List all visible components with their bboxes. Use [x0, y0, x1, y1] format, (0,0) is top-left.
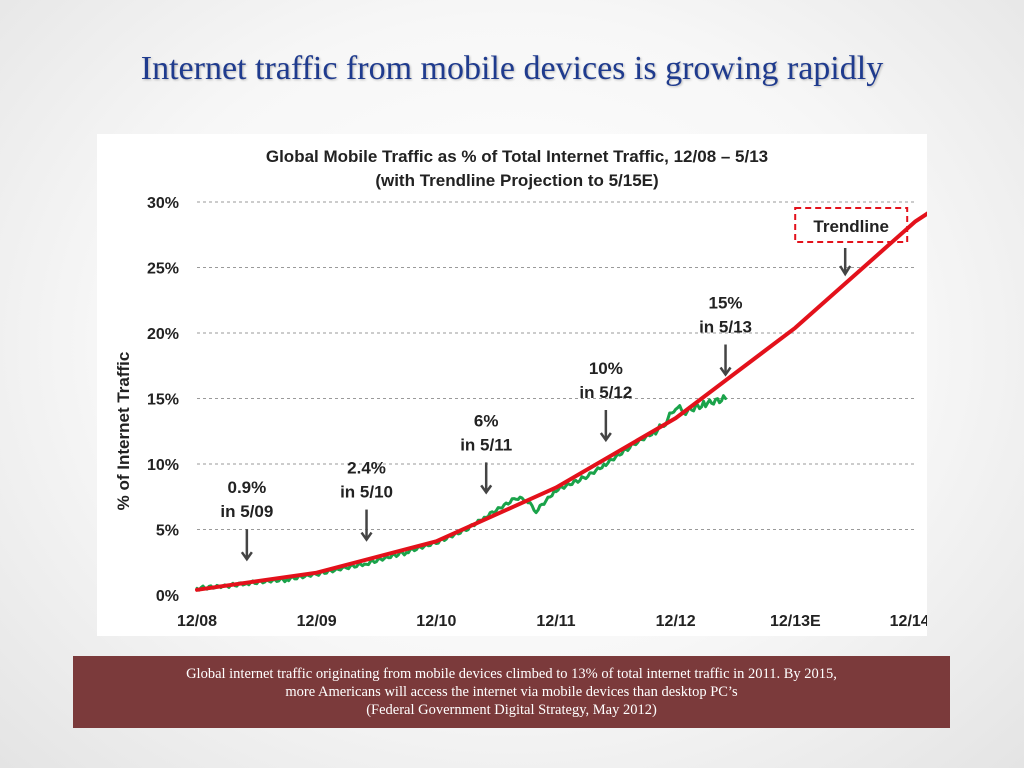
x-tick-label: 12/08: [177, 613, 217, 630]
annotation-label: 0.9%: [227, 478, 266, 497]
trendline-series: [195, 211, 927, 592]
annotation-label: 10%: [589, 359, 623, 378]
arrow-head: [480, 484, 493, 495]
grid-lines: [197, 201, 915, 530]
caption-line-1: Global internet traffic originating from…: [186, 666, 837, 682]
x-tick-label: 12/09: [297, 613, 337, 630]
annotation-label: 15%: [709, 294, 743, 313]
y-tick-label: 0%: [156, 588, 179, 605]
caption-box: Global internet traffic originating from…: [73, 656, 950, 728]
mobile-traffic-series: [195, 394, 727, 592]
y-tick-label: 20%: [147, 326, 179, 343]
annotation-label: 6%: [474, 411, 499, 430]
y-tick-label: 10%: [147, 457, 179, 474]
data-annotation: 0.9% in 5/09: [220, 478, 273, 562]
arrow-head: [360, 531, 373, 542]
y-tick-label: 15%: [147, 392, 179, 409]
mobile-traffic-chart: Global Mobile Traffic as % of Total Inte…: [114, 147, 927, 630]
y-tick-labels: 0% 5% 10% 15% 20% 25% 30%: [147, 195, 179, 605]
annotation-label: in 5/13: [699, 318, 752, 337]
caption-line-3: (Federal Government Digital Strategy, Ma…: [366, 702, 657, 718]
data-annotation: 2.4% in 5/10: [340, 459, 393, 542]
annotations: 0.9% in 5/09 2.4% in 5/10 6% in 5/11 10% in 5/1…: [220, 207, 909, 562]
x-tick-label: 12/12: [656, 613, 696, 630]
x-tick-label: 12/13E: [770, 613, 821, 630]
arrow-head: [240, 551, 253, 562]
annotation-label: in 5/10: [340, 483, 393, 502]
chart-subtitle: (with Trendline Projection to 5/15E): [375, 171, 658, 190]
arrow-head: [599, 432, 612, 443]
chart-title: Global Mobile Traffic as % of Total Inte…: [266, 147, 768, 166]
x-tick-label: 12/14E: [890, 613, 927, 630]
y-axis-label: % of Internet Traffic: [114, 352, 133, 511]
annotation-label: in 5/09: [220, 502, 273, 521]
y-tick-label: 30%: [147, 195, 179, 212]
x-tick-labels: 12/08 12/09 12/10 12/11 12/12 12/13E 12/14E: [177, 613, 927, 630]
arrow-head: [839, 265, 852, 277]
slide-title: Internet traffic from mobile devices is …: [140, 50, 884, 87]
arrow-head: [719, 366, 732, 377]
y-tick-label: 5%: [156, 523, 179, 540]
series-lines: [195, 211, 927, 592]
x-tick-label: 12/11: [536, 613, 575, 630]
data-annotation: 6% in 5/11: [460, 411, 512, 495]
y-tick-label: 25%: [147, 261, 179, 278]
annotation-label: 2.4%: [347, 459, 386, 478]
data-annotation: 10% in 5/12: [579, 359, 632, 443]
caption-line-2: more Americans will access the internet …: [285, 684, 738, 700]
x-tick-label: 12/10: [416, 613, 456, 630]
trendline-annotation: Trendline: [794, 207, 909, 277]
chart-panel: Global Mobile Traffic as % of Total Inte…: [97, 134, 927, 636]
data-annotation: 15% in 5/13: [699, 294, 752, 377]
annotation-label: in 5/12: [579, 383, 632, 402]
annotation-label: Trendline: [813, 217, 889, 236]
trendline-box: [794, 207, 909, 243]
annotation-label: in 5/11: [460, 435, 512, 454]
